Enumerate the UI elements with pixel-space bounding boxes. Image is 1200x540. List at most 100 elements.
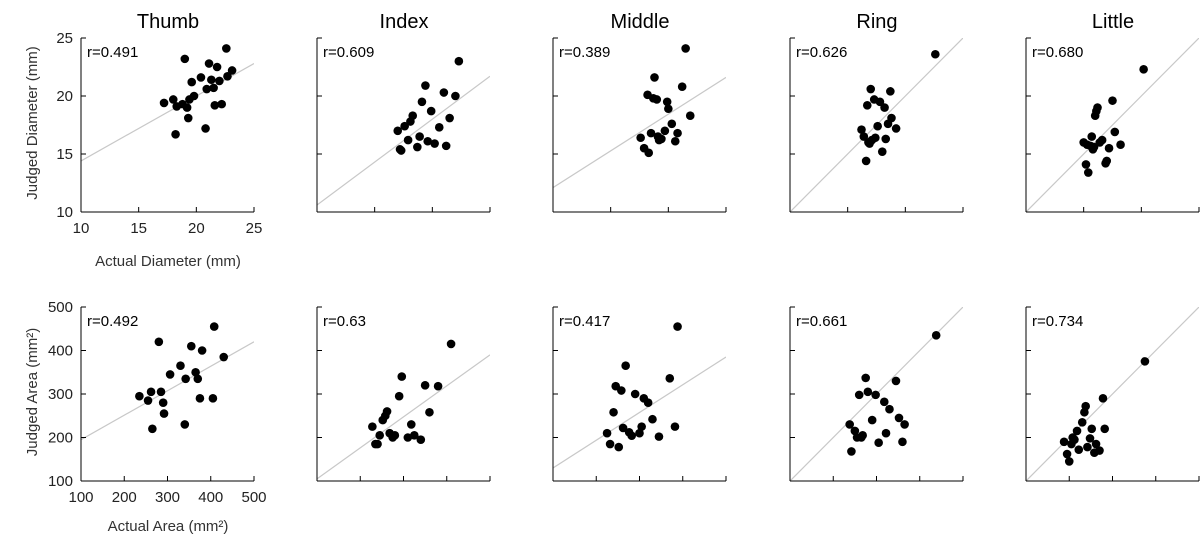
data-point (1098, 394, 1108, 403)
data-point (677, 82, 687, 92)
data-point (397, 372, 407, 381)
data-point (664, 104, 673, 114)
plot-panels: 10 15 20 25 10 15 20 25 r=0.491 r=0.609 r=0.389 r=0… (48, 30, 1200, 506)
data-point (627, 431, 637, 441)
data-point (1070, 435, 1079, 444)
col-title-little: Little (1092, 11, 1134, 33)
data-point (605, 439, 615, 449)
y-tick-label: 10 (56, 204, 73, 221)
data-point (931, 49, 940, 59)
data-point (210, 100, 220, 110)
data-point (189, 91, 199, 101)
data-point (618, 423, 628, 433)
data-point (423, 136, 433, 146)
data-point (183, 113, 193, 123)
fit-line (1026, 38, 1199, 212)
data-point (614, 442, 624, 452)
data-point (439, 88, 449, 97)
r-value-label: r=0.389 (559, 44, 610, 61)
data-point (887, 113, 896, 123)
data-point (662, 97, 672, 107)
data-point (180, 420, 190, 429)
data-point (657, 134, 666, 144)
data-point (191, 367, 200, 377)
y-tick-label: 500 (48, 299, 73, 316)
data-point (434, 123, 444, 132)
panel-r1-c3: r=0.661 (789, 306, 964, 482)
data-point (1140, 357, 1150, 366)
col-title-ring: Ring (856, 11, 897, 33)
data-point (212, 62, 222, 72)
data-point (209, 322, 219, 331)
data-point (891, 376, 901, 386)
data-point (673, 128, 682, 138)
col-title-middle: Middle (611, 11, 670, 33)
data-point (1108, 96, 1117, 105)
data-point (400, 121, 409, 131)
data-point (871, 390, 880, 400)
data-point (1110, 127, 1120, 137)
data-point (426, 106, 436, 116)
x-tick-label: 15 (130, 220, 147, 237)
y-tick-label: 200 (48, 430, 73, 447)
data-point (673, 322, 682, 331)
data-point (193, 374, 203, 384)
data-point (446, 339, 456, 349)
data-point (181, 374, 190, 384)
data-point (660, 126, 670, 136)
data-point (665, 374, 675, 383)
data-point (875, 97, 885, 107)
data-point (931, 330, 941, 340)
panel-r1-c1: r=0.63 (316, 306, 491, 482)
data-point (390, 431, 400, 440)
data-point (862, 100, 872, 110)
y-tick-label: 400 (48, 343, 73, 360)
data-point (415, 132, 424, 141)
data-point (1087, 132, 1097, 141)
data-point (215, 76, 224, 86)
data-point (863, 387, 873, 397)
y-tick-label: 20 (56, 88, 73, 105)
row-0-axis-labels: Actual Diameter (mm) Judged Diameter (mm… (24, 46, 241, 270)
data-point (454, 56, 464, 66)
data-point (881, 428, 891, 438)
row-1-ylabel: Judged Area (mm²) (24, 328, 41, 456)
y-tick-label: 15 (56, 146, 73, 163)
data-point (373, 439, 382, 449)
data-point (643, 398, 653, 408)
r-value-label: r=0.63 (323, 313, 366, 330)
col-title-thumb: Thumb (137, 11, 199, 33)
data-point (1081, 401, 1090, 411)
data-point (406, 420, 416, 429)
data-point (898, 437, 907, 447)
data-point (867, 415, 877, 425)
data-point (146, 387, 156, 397)
data-point (635, 428, 644, 438)
data-point (154, 337, 164, 347)
data-point (1085, 434, 1095, 443)
data-point (670, 136, 680, 146)
data-point (1072, 426, 1082, 436)
data-point (1064, 457, 1074, 466)
x-tick-label: 300 (155, 489, 180, 506)
data-point (1116, 140, 1125, 150)
data-point (159, 98, 169, 108)
panel-r1-c2: r=0.417 (552, 306, 727, 482)
data-point (648, 414, 657, 424)
fit-line (1026, 307, 1199, 481)
y-tick-label: 25 (56, 30, 73, 47)
data-point (881, 134, 891, 144)
data-point (1087, 424, 1097, 434)
data-point (609, 407, 618, 417)
data-point (880, 103, 889, 112)
fit-line (317, 75, 490, 206)
data-point (186, 341, 196, 351)
data-point (1077, 417, 1087, 427)
data-point (195, 394, 205, 403)
data-point (430, 139, 439, 148)
data-point (866, 84, 876, 94)
column-titles: Thumb Index Middle Ring Little (137, 11, 1134, 33)
data-point (441, 141, 451, 151)
data-point (847, 447, 856, 456)
data-point (630, 389, 640, 399)
